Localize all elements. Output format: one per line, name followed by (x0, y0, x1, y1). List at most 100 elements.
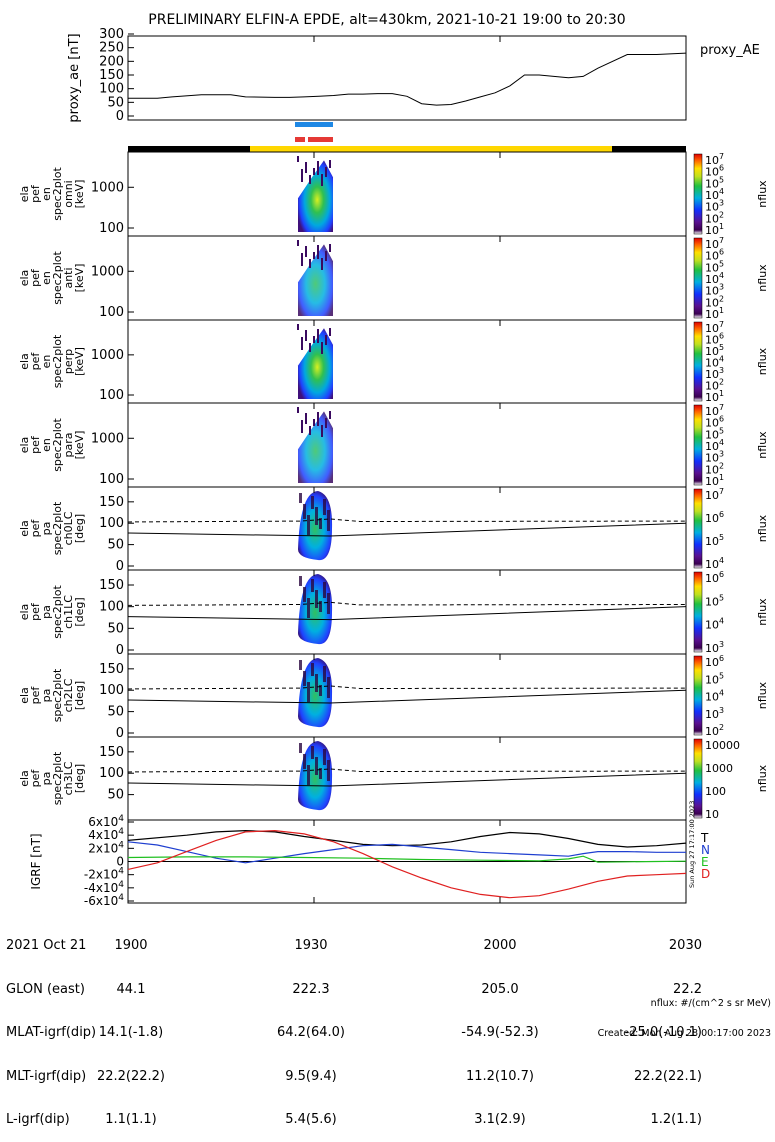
flux-speckle (329, 411, 331, 419)
panel-frame (127, 319, 687, 404)
flux-speckle (309, 175, 311, 184)
flux-speckle (329, 244, 331, 252)
flux-speckle (315, 674, 318, 692)
dashed-losscone-line (127, 685, 687, 690)
flux-blob (298, 574, 333, 645)
panel-frame (127, 736, 687, 821)
flux-speckle (325, 167, 327, 177)
colorbar-tick-label: 103 (705, 366, 724, 381)
panel-ylabel-line: [keV] (73, 180, 86, 209)
footer-1930-mlat: 64.2(64.0) (276, 1025, 346, 1040)
spectrogram-panel-para: 1000100elapefenspec2plotpara[keV]1071061… (18, 402, 769, 488)
proxy-ae-ytick-label: 0 (116, 109, 124, 124)
colorbar-label: nflux (756, 431, 769, 459)
panel-ylabel-line: en (40, 438, 53, 452)
flux-speckle (305, 162, 307, 173)
panel-ylabel-line: [deg] (73, 514, 86, 543)
flux-speckle (327, 677, 330, 698)
ytick-label: 50 (107, 621, 124, 636)
ytick-label: 150 (99, 662, 124, 677)
ytick-label: 1000 (91, 431, 124, 446)
colorbar (693, 404, 703, 486)
panel-ylabel-line: pef (29, 352, 42, 371)
footer-1900-mlt: 22.2(22.2) (96, 1068, 166, 1084)
colorbar-label: nflux (756, 598, 769, 626)
colorbar-tick-label: 106 (705, 510, 724, 525)
colorbar-tick-label: 103 (705, 640, 724, 655)
proxy-ae-ytick-label: 300 (99, 27, 124, 42)
colorbar-tick-label: 104 (705, 689, 724, 704)
dashed-losscone-line (127, 601, 687, 606)
ytick-label: 1000 (91, 348, 124, 363)
igrf-legend-D: D (701, 867, 710, 881)
red-indicator-bar-1 (295, 137, 305, 142)
proxy-ae-ylabel: proxy_ae [nT] (67, 33, 82, 122)
footer-label-mlat: MLAT-igrf(dip) (6, 1025, 97, 1040)
flux-speckle (329, 328, 331, 336)
flux-speckle (299, 493, 302, 503)
ytick-label: 100 (99, 600, 124, 615)
colorbar (693, 571, 703, 653)
panel-ylabel-line: [keV] (73, 431, 86, 460)
colorbar-tick-label: 102 (705, 378, 724, 393)
panel-ylabel-line: ela (18, 186, 31, 203)
colorbar-tick-label: 106 (705, 164, 724, 179)
flux-speckle (327, 593, 330, 614)
flux-speckle (321, 258, 323, 270)
colorbar (693, 153, 703, 235)
flux-speckle (327, 760, 330, 781)
flux-speckle (317, 412, 319, 426)
panel-ylabel-line: pa (40, 605, 53, 619)
spectrogram-panel-omni: 1000100elapefenspec2plotomni[keV]1071061… (18, 151, 769, 237)
colorbar-tick-label: 102 (705, 723, 724, 738)
colorbar-tick-label: 107 (705, 403, 724, 418)
panel-ylabel-line: ch3LC (62, 761, 75, 795)
colorbar (693, 488, 703, 569)
flux-speckle (319, 685, 322, 696)
panel-frame (127, 569, 687, 655)
flux-blob (298, 741, 333, 811)
panel-ylabel-line: ch1LC (62, 595, 75, 629)
igrf-series-T (127, 829, 687, 848)
flux-blob (298, 411, 333, 483)
colorbar-tick-label: 105 (705, 671, 724, 686)
panel-ylabel-line: pef (29, 769, 42, 788)
panel-ylabel-line: ela (18, 437, 31, 454)
panel-ylabel-line: anti (62, 267, 75, 288)
footer-2030-mlt: 22.2(22.1) (633, 1068, 702, 1084)
flux-speckle (323, 499, 326, 515)
ytick-label: 50 (107, 538, 124, 553)
flux-speckle (319, 768, 322, 779)
solid-losscone-line (127, 606, 687, 621)
flux-speckle (315, 757, 318, 775)
flux-speckle (299, 576, 302, 586)
colorbar-label: nflux (756, 347, 769, 375)
colorbar-tick-label: 106 (705, 332, 724, 347)
flux-speckle (299, 743, 302, 753)
footer-col-1930: 1930 222.3 64.2(64.0) 9.5(9.4) 5.4(5.6) (266, 910, 356, 1142)
colorbar-tick-label: 101 (705, 389, 724, 404)
panel-ylabel-line: en (40, 271, 53, 285)
igrf-ytick-label: 4x104 (88, 827, 124, 842)
panel-frame (127, 653, 687, 738)
panel-frame (127, 235, 687, 321)
colorbar-tick-label: 104 (705, 187, 724, 202)
panel-frame (127, 402, 687, 488)
flux-speckle (307, 765, 310, 785)
figure: PRELIMINARY ELFIN-A EPDE, alt=430km, 202… (18, 12, 769, 908)
igrf-ylabel: IGRF [nT] (29, 833, 43, 889)
ytick-label: 0 (116, 726, 124, 741)
ytick-label: 100 (99, 221, 124, 236)
colorbar-tick-label: 103 (705, 199, 724, 214)
colorbar (693, 738, 703, 819)
flux-speckle (301, 169, 303, 182)
flux-speckle (321, 342, 323, 354)
footer-1930-l: 5.4(5.6) (285, 1112, 337, 1127)
panel-ylabel-line: [keV] (73, 347, 86, 376)
panel-frame (127, 151, 687, 237)
spectrogram-panel-anti: 1000100elapefenspec2plotanti[keV]1071061… (18, 235, 769, 321)
panel-ylabel-line: ela (18, 604, 31, 621)
